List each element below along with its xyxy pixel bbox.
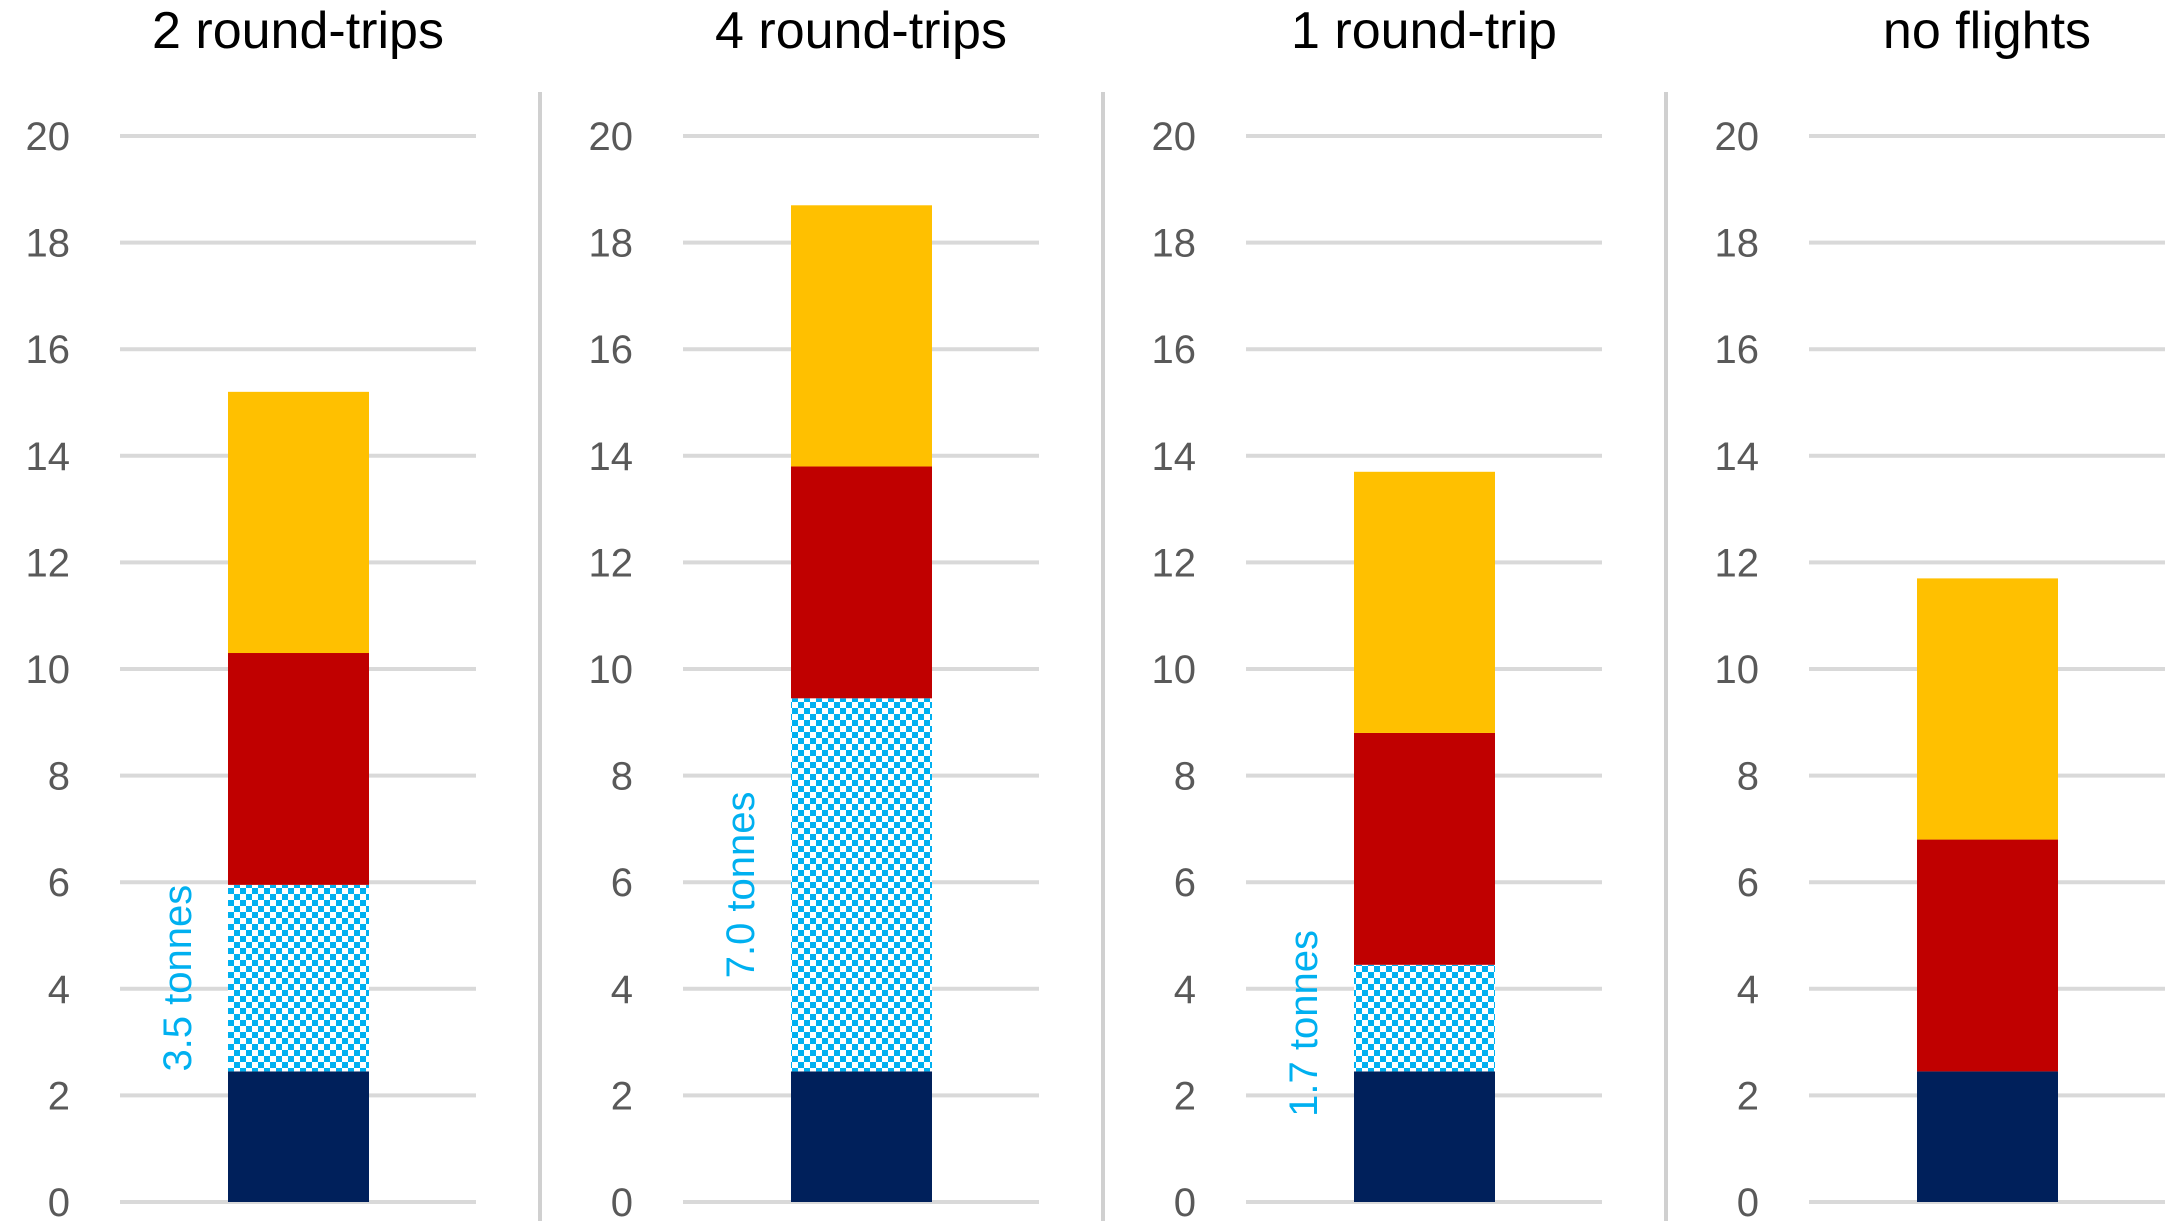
y-tick-label: 20 bbox=[26, 115, 71, 159]
flight-emissions-annotation: 7.0 tonnes bbox=[719, 791, 763, 978]
bar-segment-segment-3 bbox=[1917, 839, 2058, 1072]
y-tick-label: 6 bbox=[1737, 861, 1759, 905]
y-tick-label: 16 bbox=[1152, 328, 1197, 372]
bar-segment-segment-4 bbox=[1354, 471, 1495, 733]
y-tick-label: 0 bbox=[1174, 1181, 1196, 1221]
panel-title: no flights bbox=[1883, 2, 2091, 60]
bar-segment-segment-2-flights bbox=[791, 698, 932, 1072]
y-tick-label: 0 bbox=[1737, 1181, 1759, 1221]
y-tick-label: 10 bbox=[1152, 648, 1197, 692]
y-tick-label: 16 bbox=[26, 328, 71, 372]
flight-emissions-annotation: 1.7 tonnes bbox=[1282, 930, 1326, 1117]
y-tick-label: 20 bbox=[589, 115, 634, 159]
y-tick-label: 20 bbox=[1715, 115, 1760, 159]
flight-emissions-annotation: 3.5 tonnes bbox=[156, 885, 200, 1072]
bar-segment-segment-1 bbox=[228, 1071, 369, 1202]
y-tick-label: 14 bbox=[589, 435, 634, 479]
y-tick-label: 18 bbox=[1152, 222, 1197, 266]
y-tick-label: 2 bbox=[1737, 1074, 1759, 1118]
y-tick-label: 10 bbox=[589, 648, 634, 692]
bar-segment-segment-2-flights bbox=[228, 884, 369, 1072]
y-tick-label: 4 bbox=[48, 968, 70, 1012]
y-tick-label: 12 bbox=[589, 541, 634, 585]
y-tick-label: 12 bbox=[1715, 541, 1760, 585]
y-tick-label: 0 bbox=[611, 1181, 633, 1221]
y-tick-label: 18 bbox=[26, 222, 71, 266]
y-tick-label: 18 bbox=[589, 222, 634, 266]
y-tick-label: 18 bbox=[1715, 222, 1760, 266]
bar-segment-segment-1 bbox=[1354, 1071, 1495, 1202]
y-tick-label: 10 bbox=[1715, 648, 1760, 692]
y-tick-label: 20 bbox=[1152, 115, 1197, 159]
y-tick-label: 16 bbox=[1715, 328, 1760, 372]
panel-title: 4 round-trips bbox=[715, 2, 1007, 60]
y-tick-label: 6 bbox=[48, 861, 70, 905]
bar-segment-segment-4 bbox=[1917, 578, 2058, 840]
bar-segment-segment-3 bbox=[791, 466, 932, 699]
y-tick-label: 8 bbox=[1174, 755, 1196, 799]
y-tick-label: 6 bbox=[1174, 861, 1196, 905]
y-tick-label: 12 bbox=[1152, 541, 1197, 585]
y-tick-label: 14 bbox=[1152, 435, 1197, 479]
y-tick-label: 12 bbox=[26, 541, 71, 585]
y-tick-label: 0 bbox=[48, 1181, 70, 1221]
y-tick-label: 2 bbox=[611, 1074, 633, 1118]
y-tick-label: 4 bbox=[611, 968, 633, 1012]
y-tick-label: 16 bbox=[589, 328, 634, 372]
y-tick-label: 8 bbox=[1737, 755, 1759, 799]
bar-segment-segment-3 bbox=[228, 653, 369, 885]
y-tick-label: 4 bbox=[1174, 968, 1196, 1012]
y-tick-label: 14 bbox=[1715, 435, 1760, 479]
y-tick-label: 8 bbox=[611, 755, 633, 799]
bar-segment-segment-4 bbox=[791, 205, 932, 467]
y-tick-label: 4 bbox=[1737, 968, 1759, 1012]
panel-title: 2 round-trips bbox=[152, 2, 444, 60]
y-tick-label: 10 bbox=[26, 648, 71, 692]
bar-segment-segment-2-flights bbox=[1354, 964, 1495, 1072]
y-tick-label: 6 bbox=[611, 861, 633, 905]
panel-title: 1 round-trip bbox=[1291, 2, 1557, 60]
bar-segment-segment-4 bbox=[228, 391, 369, 654]
y-tick-label: 8 bbox=[48, 755, 70, 799]
y-tick-label: 14 bbox=[26, 435, 71, 479]
bar-segment-segment-1 bbox=[791, 1071, 932, 1202]
bar-segment-segment-1 bbox=[1917, 1071, 2058, 1202]
y-tick-label: 2 bbox=[48, 1074, 70, 1118]
y-tick-label: 2 bbox=[1174, 1074, 1196, 1118]
bar-segment-segment-3 bbox=[1354, 732, 1495, 965]
